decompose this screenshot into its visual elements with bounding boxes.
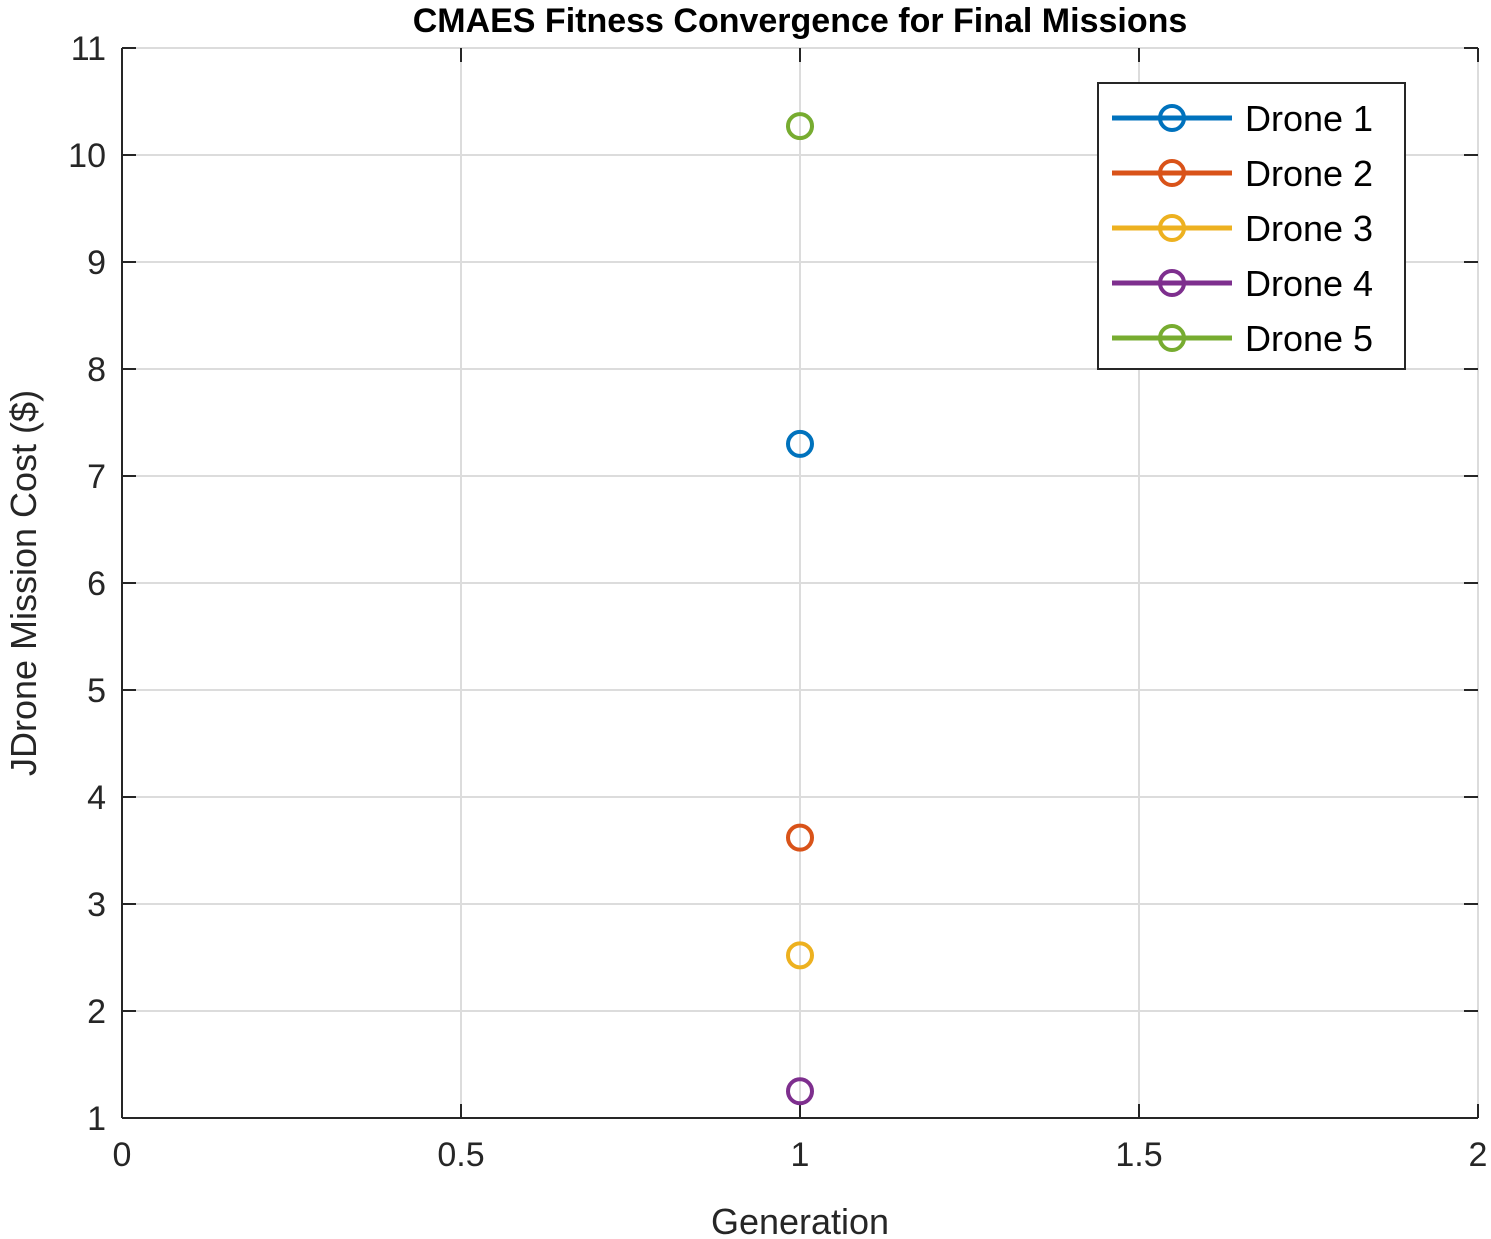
legend-label: Drone 2 bbox=[1245, 153, 1373, 194]
y-tick-label: 11 bbox=[71, 30, 106, 68]
x-axis-label: Generation bbox=[711, 1201, 889, 1239]
x-tick-label: 2 bbox=[1469, 1136, 1488, 1174]
ticks: 0 0.5 1 1.5 2 1 2 3 4 5 6 7 8 9 10 11 bbox=[68, 30, 1487, 1174]
y-tick-label: 10 bbox=[68, 137, 106, 175]
grid bbox=[121, 47, 1479, 1119]
y-tick-label: 9 bbox=[87, 244, 106, 282]
legend-marker bbox=[1158, 214, 1186, 242]
y-tick-label: 7 bbox=[87, 458, 106, 496]
legend-label: Drone 1 bbox=[1245, 98, 1373, 139]
data-point bbox=[786, 429, 814, 458]
legend-label: Drone 4 bbox=[1245, 263, 1373, 304]
data-point bbox=[786, 1077, 814, 1106]
data-point bbox=[786, 941, 814, 970]
legend-label: Drone 3 bbox=[1245, 208, 1373, 249]
chart-title: CMAES Fitness Convergence for Final Miss… bbox=[413, 2, 1188, 40]
legend-label: Drone 5 bbox=[1245, 318, 1373, 359]
y-tick-label: 1 bbox=[87, 1100, 106, 1138]
y-axis-label: JDrone Mission Cost ($) bbox=[3, 390, 44, 776]
y-tick-label: 4 bbox=[87, 779, 106, 817]
y-tick-label: 8 bbox=[87, 351, 106, 389]
x-tick-label: 1.5 bbox=[1115, 1136, 1162, 1174]
x-tick-label: 0 bbox=[113, 1136, 132, 1174]
y-tick-label: 2 bbox=[87, 993, 106, 1031]
legend-marker bbox=[1158, 104, 1186, 132]
data-point bbox=[786, 823, 814, 852]
x-tick-label: 0.5 bbox=[437, 1136, 484, 1174]
data-point bbox=[786, 112, 814, 141]
y-tick-label: 6 bbox=[87, 565, 106, 603]
legend: Drone 1 Drone 2 Drone 3 Drone 4 Drone 5 bbox=[1097, 82, 1406, 370]
y-tick-label: 5 bbox=[87, 672, 106, 710]
legend-marker bbox=[1158, 324, 1186, 352]
legend-marker bbox=[1158, 159, 1186, 187]
data-marks bbox=[786, 112, 814, 1106]
x-tick-label: 1 bbox=[791, 1136, 810, 1174]
y-tick-label: 3 bbox=[87, 886, 106, 924]
legend-marker bbox=[1158, 269, 1186, 297]
